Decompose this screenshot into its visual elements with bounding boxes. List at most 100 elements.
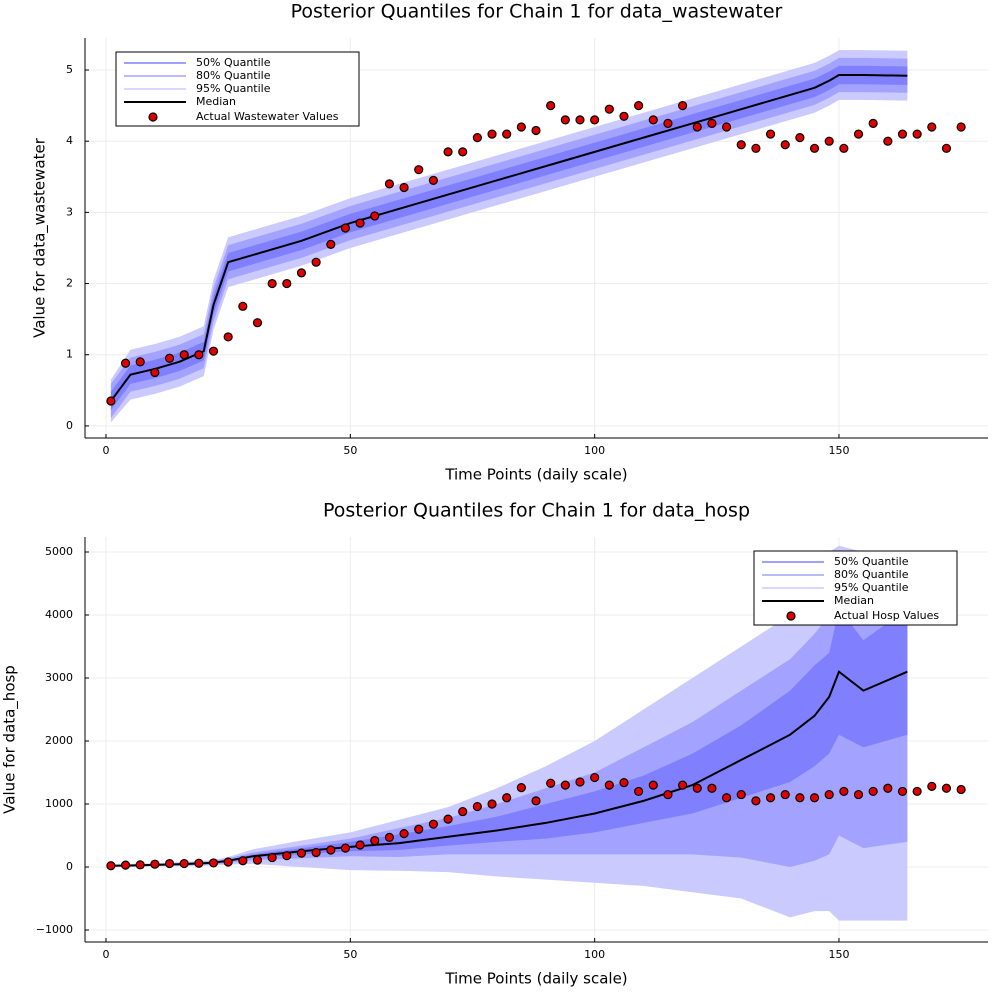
- data-point: [619, 777, 629, 788]
- y-axis-label: Value for data_wastewater: [31, 137, 50, 338]
- data-point: [692, 122, 702, 132]
- data-point: [472, 133, 482, 143]
- legend-label: 95% Quantile: [834, 581, 909, 594]
- x-tick-label: 0: [103, 444, 110, 457]
- data-point: [575, 777, 585, 787]
- data-point: [707, 783, 717, 793]
- data-point: [252, 855, 263, 865]
- data-point: [546, 778, 556, 788]
- legend-label: Median: [196, 95, 236, 108]
- data-point: [678, 780, 688, 790]
- data-point: [531, 125, 541, 136]
- data-point: [120, 860, 131, 870]
- data-point: [663, 789, 673, 800]
- data-point: [956, 784, 966, 795]
- data-point: [897, 129, 908, 139]
- legend-marker: [786, 611, 796, 621]
- data-point: [721, 793, 732, 803]
- data-point: [604, 104, 614, 114]
- data-point: [208, 858, 219, 868]
- data-point: [883, 136, 893, 146]
- data-point: [795, 133, 805, 143]
- data-point: [106, 396, 116, 406]
- y-tick-label: −1000: [36, 923, 73, 936]
- data-point: [765, 129, 776, 139]
- legend-label: 50% Quantile: [834, 555, 909, 568]
- y-tick-label: 1000: [45, 797, 73, 810]
- data-point: [340, 843, 351, 853]
- data-point: [399, 182, 409, 193]
- data-point: [604, 780, 614, 790]
- y-axis-label: Value for data_hosp: [1, 665, 20, 814]
- legend-label: 80% Quantile: [196, 69, 271, 82]
- x-tick-label: 100: [584, 444, 605, 457]
- data-point: [223, 332, 233, 342]
- data-point: [282, 851, 292, 861]
- data-point: [208, 346, 219, 356]
- data-point: [546, 101, 556, 111]
- x-tick-label: 150: [828, 444, 849, 457]
- data-point: [443, 814, 453, 824]
- data-point: [809, 793, 820, 803]
- x-tick-label: 150: [828, 948, 849, 961]
- y-tick-label: 3000: [45, 671, 73, 684]
- data-point: [707, 118, 717, 129]
- data-point: [150, 367, 160, 378]
- data-point: [311, 847, 321, 858]
- data-point: [927, 122, 937, 132]
- data-point: [428, 819, 438, 829]
- data-point: [941, 143, 952, 153]
- data-point: [164, 858, 175, 869]
- legend-label: Median: [834, 594, 874, 607]
- legend-label: 95% Quantile: [196, 82, 271, 95]
- data-point: [634, 786, 644, 797]
- y-tick-label: 2000: [45, 734, 73, 747]
- data-point: [780, 789, 790, 800]
- legend-label: 50% Quantile: [196, 56, 271, 69]
- data-point: [809, 143, 820, 153]
- data-point: [238, 856, 248, 866]
- data-point: [824, 789, 834, 800]
- data-point: [531, 796, 541, 806]
- data-point: [267, 278, 277, 289]
- data-point: [384, 832, 395, 843]
- legend-label: Actual Wastewater Values: [196, 110, 339, 123]
- y-tick-label: 1: [66, 348, 73, 361]
- data-point: [384, 179, 395, 189]
- data-point: [560, 115, 570, 125]
- data-point: [736, 789, 746, 800]
- x-tick-label: 100: [584, 948, 605, 961]
- x-tick-label: 50: [343, 444, 357, 457]
- data-point: [223, 857, 233, 867]
- data-point: [164, 353, 175, 363]
- data-point: [252, 318, 263, 328]
- data-point: [941, 783, 952, 793]
- data-point: [472, 801, 482, 812]
- y-tick-label: 4000: [45, 608, 73, 621]
- data-point: [414, 824, 424, 834]
- data-point: [120, 358, 131, 368]
- y-tick-label: 2: [66, 277, 73, 290]
- data-point: [751, 796, 761, 806]
- data-point: [853, 789, 864, 800]
- data-point: [678, 101, 688, 111]
- data-point: [443, 147, 453, 157]
- data-point: [135, 357, 145, 367]
- data-point: [414, 165, 424, 175]
- data-point: [340, 223, 351, 233]
- y-tick-label: 4: [66, 134, 73, 147]
- data-point: [194, 350, 204, 360]
- data-point: [399, 829, 409, 839]
- data-point: [912, 786, 922, 797]
- data-point: [765, 793, 776, 803]
- data-point: [238, 301, 248, 311]
- data-point: [296, 268, 307, 278]
- data-point: [458, 147, 468, 157]
- data-point: [487, 799, 497, 809]
- data-point: [370, 835, 380, 846]
- x-tick-label: 0: [103, 948, 110, 961]
- chart-title: Posterior Quantiles for Chain 1 for data…: [323, 500, 750, 522]
- x-axis-label: Time Points (daily scale): [444, 466, 627, 484]
- data-point: [560, 780, 570, 790]
- data-point: [487, 129, 497, 139]
